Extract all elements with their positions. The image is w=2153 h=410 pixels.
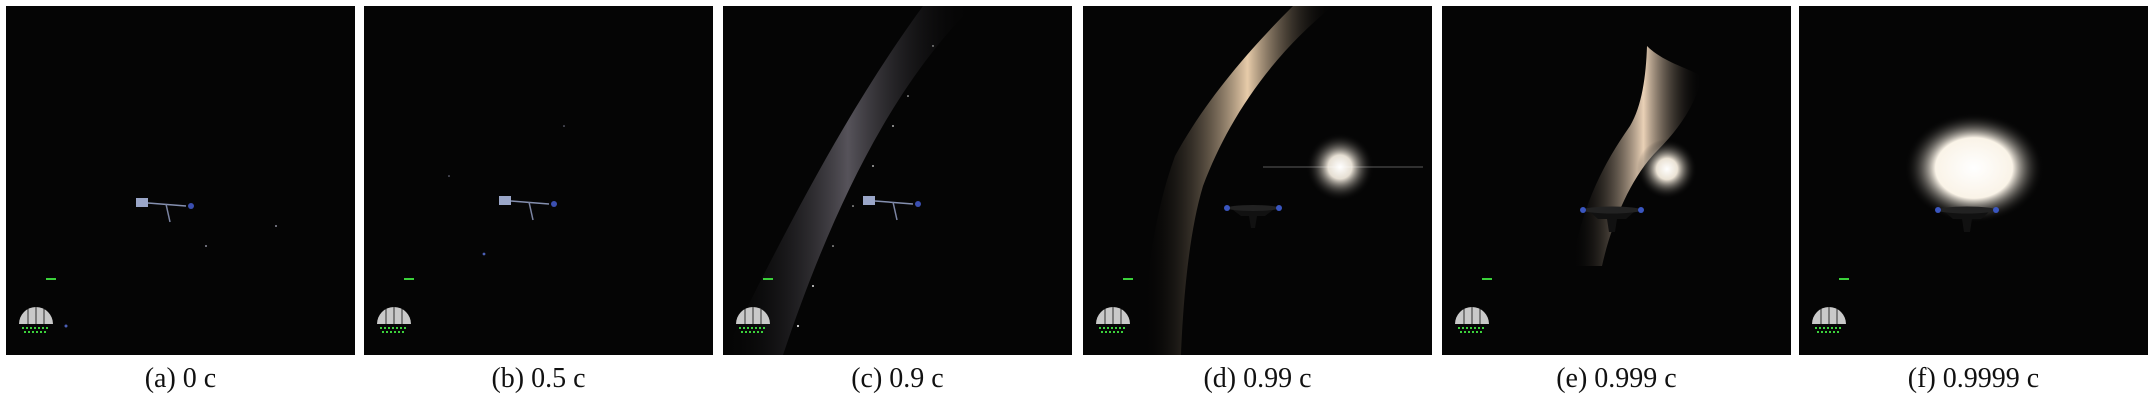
navball-icon — [1096, 307, 1130, 333]
caption-b: (b) 0.5 c — [491, 363, 586, 394]
navball-icon — [1812, 307, 1846, 333]
hud-readout — [404, 278, 414, 280]
star-speckle — [796, 45, 934, 328]
navball-icon — [1455, 307, 1489, 333]
navball-icon — [19, 307, 53, 333]
caption-a: (a) 0 c — [144, 363, 217, 394]
spaceship-icon — [1935, 206, 1999, 232]
caption-e: (e) 0.999 c — [1556, 363, 1677, 394]
hud-readout — [46, 278, 56, 280]
panel-a — [6, 6, 355, 355]
panel-c — [723, 6, 1072, 355]
spaceship-icon — [136, 198, 194, 223]
navball-icon — [736, 307, 770, 333]
galaxy-core — [1904, 113, 2044, 223]
hud-readout — [1123, 278, 1133, 280]
spaceship-icon — [863, 196, 921, 221]
caption-c: (c) 0.9 c — [851, 363, 944, 394]
navball-icon — [377, 307, 411, 333]
scene-f — [1799, 6, 2148, 355]
spaceship-icon — [1224, 205, 1282, 228]
caption-d: (d) 0.99 c — [1203, 363, 1312, 394]
sun-icon — [1637, 139, 1697, 199]
sun-icon — [1306, 133, 1374, 201]
hud-readout — [1839, 278, 1849, 280]
spaceship-icon — [1580, 206, 1644, 232]
caption-f: (f) 0.9999 c — [1907, 363, 2040, 394]
milky-way-band — [723, 6, 973, 355]
spaceship-icon — [499, 196, 557, 221]
stars — [448, 125, 565, 256]
scene-d — [1083, 6, 1432, 355]
scene-b — [364, 6, 713, 355]
hud-readout — [763, 278, 773, 280]
panel-d — [1083, 6, 1432, 355]
stars — [64, 225, 277, 328]
scene-c — [723, 6, 1072, 355]
panel-e — [1442, 6, 1791, 355]
panel-b — [364, 6, 713, 355]
panel-f — [1799, 6, 2148, 355]
hud-readout — [1482, 278, 1492, 280]
scene-e — [1442, 6, 1791, 355]
milky-way-band — [1143, 6, 1333, 355]
scene-a — [6, 6, 355, 355]
